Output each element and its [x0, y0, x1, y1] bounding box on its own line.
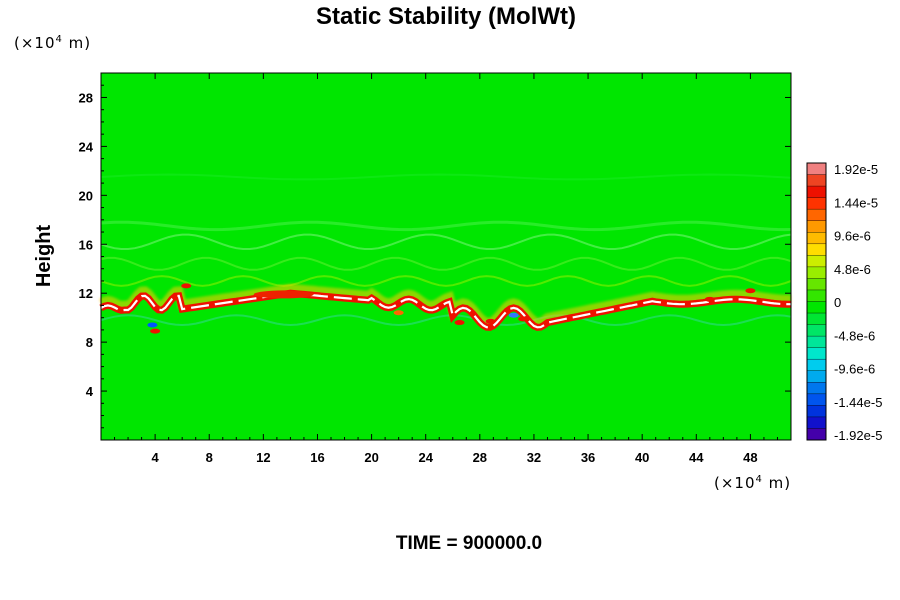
- tropopause-band-halo: [98, 283, 791, 327]
- y-tick-label: 16: [79, 237, 93, 252]
- stability-contour: [100, 314, 792, 327]
- colorbar-swatch: [807, 370, 826, 383]
- colorbar-swatch: [807, 301, 826, 314]
- x-tick-label: 44: [689, 450, 704, 465]
- x-tick-label: 32: [527, 450, 541, 465]
- x-tick-label: 8: [206, 450, 213, 465]
- colorbar-swatch: [807, 289, 826, 302]
- stability-contour: [100, 275, 792, 287]
- stability-blob: [704, 296, 715, 302]
- x-tick-label: 36: [581, 450, 595, 465]
- colorbar-swatch: [807, 359, 826, 372]
- x-tick-label: 48: [743, 450, 757, 465]
- stability-contour: [100, 220, 792, 232]
- colorbar-swatch: [807, 393, 826, 406]
- stability-blob: [745, 288, 756, 294]
- colorbar-swatch: [807, 163, 826, 175]
- colorbar-swatch: [807, 174, 826, 187]
- stability-blob: [150, 328, 161, 334]
- stability-blob: [485, 318, 496, 324]
- y-unit-label: (×104 m): [14, 34, 91, 52]
- colorbar-swatch: [807, 405, 826, 418]
- colorbar-label: -1.44e-5: [834, 395, 882, 410]
- colorbar-swatch: [807, 243, 826, 256]
- stability-contour: [100, 256, 792, 271]
- x-tick-label: 20: [364, 450, 378, 465]
- y-tick-label: 28: [79, 90, 93, 105]
- y-tick-label: 8: [86, 335, 93, 350]
- heatmap-plot-area: [98, 72, 792, 441]
- colorbar-swatch: [807, 313, 826, 325]
- colorbar-swatch: [807, 416, 826, 429]
- colorbar-swatch: [807, 266, 826, 279]
- stability-contour: [100, 233, 792, 250]
- colorbar-swatch: [807, 428, 826, 441]
- colorbar-label: 0: [834, 295, 841, 310]
- colorbar-label: 9.6e-6: [834, 229, 871, 244]
- colorbar-swatch: [807, 197, 826, 210]
- colorbar-label: 1.44e-5: [834, 195, 878, 210]
- x-tick-label: 4: [152, 450, 160, 465]
- colorbar-label: 4.8e-6: [834, 262, 871, 277]
- heatmap-background: [101, 73, 791, 440]
- y-axis-label: Height: [33, 225, 55, 288]
- stability-blob: [508, 312, 519, 318]
- x-unit-label: (×104 m): [714, 474, 791, 492]
- x-axis: 4 8 12 16 20 24 28 32 36 40 44 48: [114, 73, 778, 465]
- colorbar-swatch: [807, 278, 826, 291]
- colorbar-swatch: [807, 220, 826, 233]
- tropopause-band-core: [100, 292, 791, 329]
- colorbar-label: -9.6e-6: [834, 362, 875, 377]
- x-tick-label: 24: [418, 450, 433, 465]
- y-tick-label: 4: [86, 384, 94, 399]
- colorbar-swatch: [807, 324, 826, 337]
- stability-blob: [393, 310, 404, 316]
- colorbar-label: 1.92e-5: [834, 162, 878, 177]
- colorbar-label: -1.92e-5: [834, 428, 882, 443]
- y-tick-label: 24: [79, 139, 94, 154]
- band-bulge: [253, 290, 314, 299]
- colorbar-frame: [806, 162, 827, 441]
- colorbar-swatch: [807, 382, 826, 395]
- colorbar-swatch: [807, 232, 826, 245]
- colorbar-swatch: [807, 255, 826, 268]
- stability-blob: [518, 316, 529, 322]
- stability-contour: [100, 173, 792, 181]
- y-axis: 4 8 12 16 20 24 28: [79, 84, 791, 429]
- stability-blob: [147, 322, 158, 328]
- y-tick-label: 20: [79, 188, 93, 203]
- colorbar-swatch: [807, 336, 826, 348]
- colorbar-swatch: [807, 347, 826, 360]
- heatmap-features: [98, 173, 792, 334]
- time-label: TIME = 900000.0: [396, 533, 542, 554]
- colorbar: 1.92e-5 1.44e-5 9.6e-6 4.8e-6 0 -4.8e-6 -9.6e-…: [806, 162, 882, 443]
- colorbar-swatch: [807, 186, 826, 198]
- y-tick-label: 12: [79, 286, 93, 301]
- x-tick-label: 40: [635, 450, 649, 465]
- x-tick-label: 16: [310, 450, 324, 465]
- x-tick-label: 28: [473, 450, 487, 465]
- stability-blob: [181, 283, 192, 289]
- colorbar-swatch: [807, 209, 826, 222]
- x-tick-label: 12: [256, 450, 270, 465]
- chart-title: Static Stability (MolWt): [316, 3, 576, 30]
- colorbar-label: -4.8e-6: [834, 328, 875, 343]
- stability-blob: [454, 320, 465, 326]
